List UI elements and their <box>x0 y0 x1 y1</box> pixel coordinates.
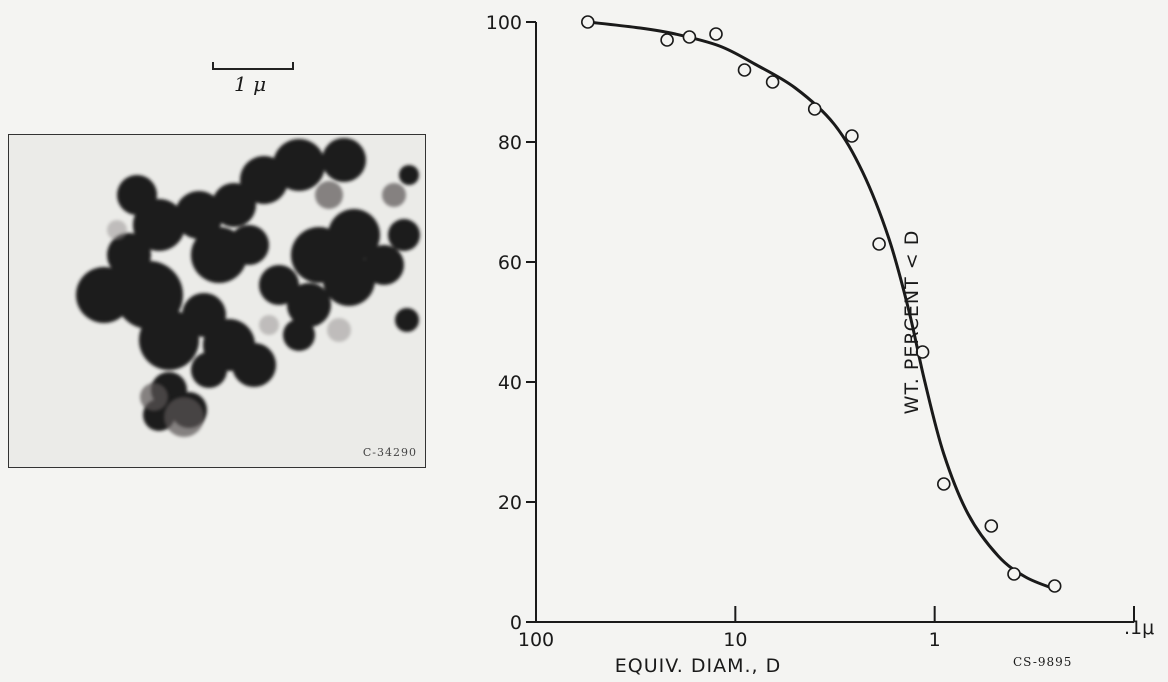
data-point <box>936 477 951 491</box>
x-tick-label: 1 <box>929 629 941 651</box>
figure-caption-id: CS-9895 <box>1013 655 1072 669</box>
fitted-curve <box>587 20 1056 591</box>
data-point <box>845 129 859 143</box>
data-point <box>1007 567 1021 581</box>
y-tick-label: 40 <box>498 372 522 394</box>
x-axis-title: EQUIV. DIAM., D <box>615 655 781 677</box>
y-tick-label: 0 <box>510 612 522 634</box>
y-tick-label: 20 <box>498 492 522 514</box>
data-point <box>581 15 595 29</box>
data-point <box>765 75 780 89</box>
y-tick-label: 80 <box>498 132 522 154</box>
y-tick-label: 100 <box>486 12 522 34</box>
data-point <box>984 519 999 533</box>
data-points <box>581 15 1062 593</box>
data-point <box>682 30 697 44</box>
data-point <box>709 27 723 41</box>
data-point <box>737 63 752 77</box>
scale-bar-line <box>212 62 294 70</box>
y-axis-title: WT. PERCENT < D <box>901 230 923 415</box>
micrograph-id: C-34290 <box>362 446 417 459</box>
data-point <box>660 33 674 47</box>
micrograph-particles <box>9 135 425 467</box>
scale-bar-label: 1 μ <box>234 72 267 96</box>
chart-axes <box>535 22 1134 623</box>
x-tick-label: .1μ <box>1124 617 1154 639</box>
chart-ticks: 0 20 40 60 80 100 100 10 1 .1μ <box>486 12 1154 651</box>
x-tick-label: 10 <box>723 629 747 651</box>
x-tick-label: 100 <box>518 629 554 651</box>
data-point <box>807 102 822 116</box>
particle-size-chart: 0 20 40 60 80 100 100 10 1 .1μ WT. PERCENT < D EQ… <box>486 12 1154 677</box>
data-point <box>915 345 930 359</box>
y-tick-label: 60 <box>498 252 522 274</box>
micrograph-image: C-34290 <box>8 134 426 468</box>
scale-bar: 1 μ <box>212 56 294 96</box>
data-point <box>872 237 886 251</box>
data-point <box>1047 579 1062 593</box>
